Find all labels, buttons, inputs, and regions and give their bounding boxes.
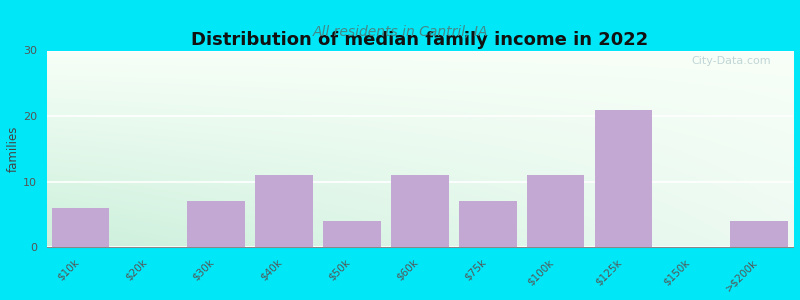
Title: Distribution of median family income in 2022: Distribution of median family income in …: [191, 31, 649, 49]
Bar: [52, 208, 110, 247]
Bar: [730, 221, 788, 247]
Bar: [594, 110, 652, 247]
Bar: [255, 175, 313, 247]
Text: All residents in Cantril, IA: All residents in Cantril, IA: [312, 26, 488, 40]
Bar: [391, 175, 449, 247]
Bar: [323, 221, 381, 247]
Y-axis label: families: families: [7, 126, 20, 172]
Text: City-Data.com: City-Data.com: [691, 56, 770, 66]
Bar: [187, 201, 245, 247]
Bar: [526, 175, 584, 247]
Bar: [459, 201, 517, 247]
